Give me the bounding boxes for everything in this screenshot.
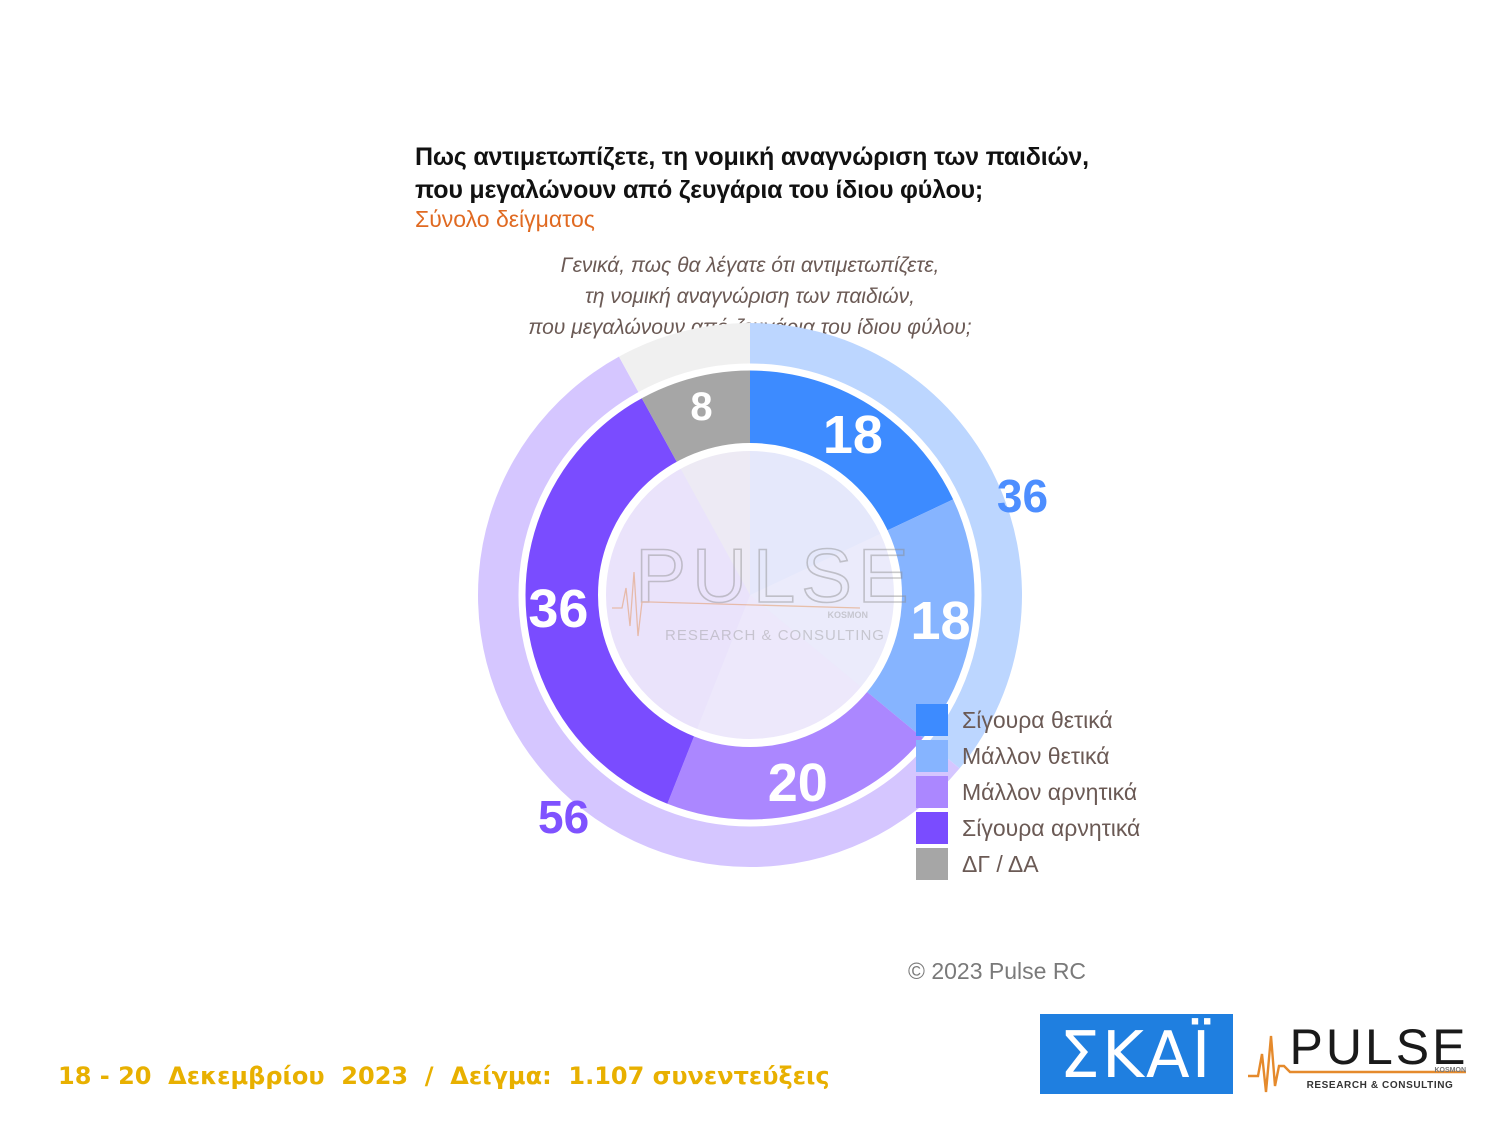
group-total-label: 56 (538, 791, 589, 843)
slice-value-label: 18 (823, 405, 883, 465)
legend-item: Σίγουρα αρνητικά (916, 810, 1140, 846)
watermark-pulse-line-icon (612, 571, 861, 637)
pulse-line-icon (1248, 1035, 1466, 1093)
skai-logo-mark: ΣΚΑΪ (1059, 1018, 1212, 1093)
legend-swatch (916, 812, 948, 844)
legend-item: Σίγουρα θετικά (916, 702, 1140, 738)
pulse-logo-name: PULSE (1290, 1019, 1469, 1075)
slice-value-label: 18 (910, 591, 970, 651)
donut-slice-shade (750, 447, 884, 595)
donut-slice-shade (678, 447, 750, 595)
legend-swatch (916, 776, 948, 808)
pulse-logo-sub: KOSMON (1435, 1067, 1467, 1074)
legend: Σίγουρα θετικά Μάλλον θετικά Μάλλον αρνη… (916, 702, 1140, 882)
legend-label: Μάλλον θετικά (962, 742, 1110, 769)
chart-labels: 18 18 20 36 8 36 56 (528, 385, 1048, 843)
legend-label: Μάλλον αρνητικά (962, 778, 1138, 805)
skai-logo-text: ΣΚΑΪ (1059, 1018, 1212, 1093)
legend-swatch (916, 848, 948, 880)
chart-title-line-1: Πως αντιμετωπίζετε, τη νομική αναγνώριση… (415, 143, 1089, 171)
legend-swatch (916, 704, 948, 736)
inner-ring (518, 363, 982, 827)
donut-slice-shade (601, 465, 750, 733)
copyright-text: © 2023 Pulse RC (908, 958, 1087, 984)
footer-text: 18 - 20 Δεκεμβρίου 2023 / Δείγμα: 1.107 … (58, 1062, 830, 1090)
legend-item: Μάλλον αρνητικά (916, 774, 1140, 810)
slice-value-label: 8 (690, 385, 712, 429)
chart-subtitle: Σύνολο δείγματος (415, 206, 595, 232)
watermark-tagline: RESEARCH & CONSULTING (665, 627, 885, 644)
chart-title-line-2: που μεγαλώνουν από ζευγάρια του ίδιου φύ… (415, 176, 984, 204)
watermark: PULSE KOSMON RESEARCH & CONSULTING (612, 533, 914, 644)
donut-slice-shade (695, 595, 865, 743)
outer-ring-segment (618, 323, 750, 396)
legend-label: Σίγουρα θετικά (962, 706, 1113, 733)
legend-item: ΔΓ / ΔΑ (916, 846, 1140, 882)
outer-ring-segment (750, 323, 1022, 769)
slice-value-label: 36 (528, 579, 588, 639)
group-total-label: 36 (997, 470, 1048, 522)
chart-title: Πως αντιμετωπίζετε, τη νομική αναγνώριση… (415, 141, 1089, 207)
legend-label: Σίγουρα αρνητικά (962, 814, 1141, 841)
slice-value-label: 20 (768, 753, 828, 813)
donut-slice (640, 367, 750, 466)
ring-divider (518, 363, 982, 827)
legend-label: ΔΓ / ΔΑ (962, 850, 1039, 877)
skai-logo: ΣΚΑΪ (1040, 1014, 1233, 1094)
watermark-sub: KOSMON (828, 610, 869, 620)
donut-slice-shade (750, 531, 898, 690)
question-line-2: τη νομική αναγνώριση των παιδιών, (584, 285, 916, 308)
pulse-logo: PULSE KOSMON RESEARCH & CONSULTING (1248, 1019, 1469, 1093)
legend-swatch (916, 740, 948, 772)
donut-slice (864, 497, 978, 741)
watermark-name: PULSE (635, 534, 914, 619)
inner-divider (598, 443, 902, 747)
pulse-logo-tagline: RESEARCH & CONSULTING (1307, 1080, 1454, 1091)
donut-slice (750, 367, 957, 532)
legend-item: Μάλλον θετικά (916, 738, 1140, 774)
question-line-1: Γενικά, πως θα λέγατε ότι αντιμετωπίζετε… (560, 254, 940, 277)
donut-slice (522, 395, 696, 807)
donut-slice (666, 689, 926, 823)
